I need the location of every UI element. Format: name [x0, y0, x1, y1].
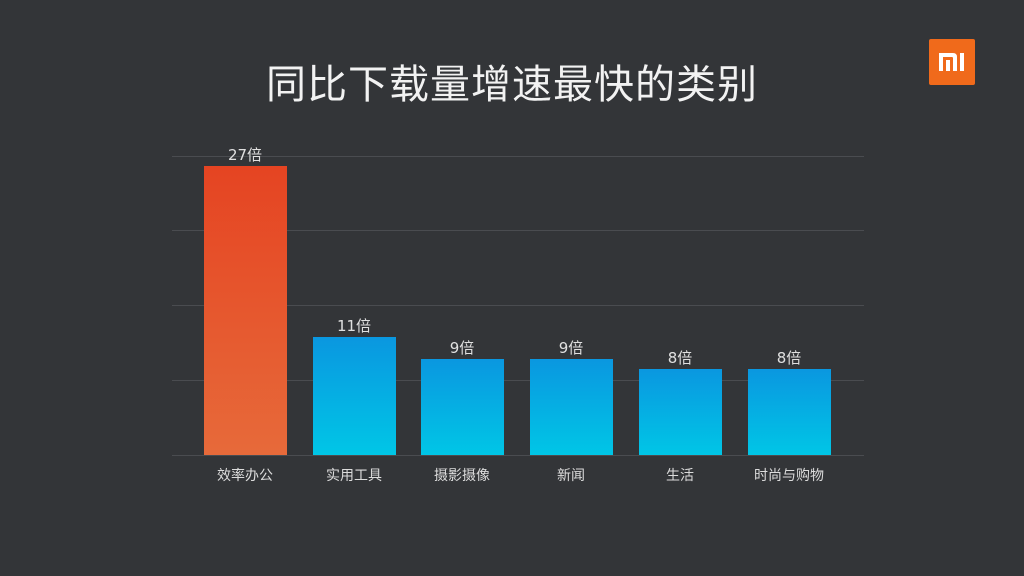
- value-label: 11倍: [336, 317, 372, 335]
- category-label: 新闻: [557, 468, 585, 484]
- value-label: 8倍: [776, 349, 802, 367]
- gridline: [172, 230, 864, 231]
- bar-3: [421, 359, 504, 455]
- bar-4: [530, 359, 613, 455]
- category-label: 时尚与购物: [754, 468, 824, 484]
- gridline: [172, 156, 864, 157]
- bar-6: [748, 369, 831, 455]
- mi-logo-icon: [929, 39, 975, 85]
- value-label: 8倍: [667, 349, 693, 367]
- value-label: 9倍: [449, 339, 475, 357]
- category-label: 生活: [666, 468, 694, 484]
- category-label: 实用工具: [326, 468, 382, 484]
- gridline: [172, 380, 864, 381]
- gridline: [172, 455, 864, 456]
- category-label: 摄影摄像: [434, 468, 490, 484]
- bar-1: [204, 166, 287, 455]
- category-label: 效率办公: [217, 468, 273, 484]
- gridline: [172, 305, 864, 306]
- value-label: 27倍: [227, 146, 263, 164]
- bar-2: [313, 337, 396, 455]
- value-label: 9倍: [558, 339, 584, 357]
- slide-title: 同比下载量增速最快的类别: [266, 62, 758, 108]
- bar-5: [639, 369, 722, 455]
